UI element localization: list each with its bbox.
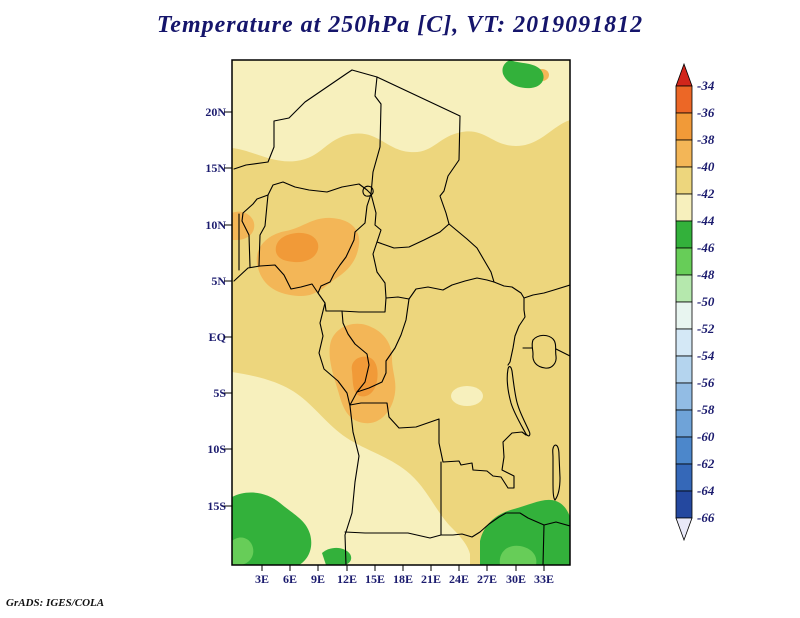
lake-chad [362, 185, 374, 197]
field-cold-light-southwest [232, 537, 254, 565]
border-chad-car [376, 223, 450, 249]
lake-malawi [552, 444, 561, 501]
colorbar-label: -52 [697, 321, 715, 336]
temperature-field [232, 60, 570, 565]
border-nigeria [258, 181, 372, 294]
lat-tick-label: 15S [207, 499, 226, 513]
lat-tick-label: 20N [205, 105, 226, 119]
lon-tick-label: 33E [534, 572, 554, 586]
colorbar-segment [675, 490, 693, 519]
lon-tick-label: 27E [477, 572, 497, 586]
colorbar-top-arrow [675, 62, 693, 87]
lon-tick-label: 18E [393, 572, 413, 586]
lon-tick-label: 6E [283, 572, 297, 586]
colorbar-segment [675, 328, 693, 357]
border-gabon-congo [341, 310, 370, 393]
colorbar-segment [675, 139, 693, 168]
lat-tick-label: 5N [211, 274, 226, 288]
country-borders [233, 69, 570, 565]
lon-tick-label: 9E [311, 572, 325, 586]
lon-axis-labels: 3E 6E 9E 12E 15E 18E 21E 24E 27E 30E 33E [255, 565, 554, 586]
colorbar-segment [675, 247, 693, 276]
lake-tanganyika [506, 366, 531, 437]
colorbar-label: -44 [697, 213, 715, 228]
colorbar-segment [675, 85, 693, 114]
colorbar-segment [675, 355, 693, 384]
colorbar-label: -42 [697, 186, 715, 201]
lon-tick-label: 12E [337, 572, 357, 586]
field-pale-north-band [232, 60, 570, 162]
field-cold-spot-bottom [322, 547, 352, 565]
colorbar-label: -40 [697, 159, 715, 174]
colorbar-segment [675, 220, 693, 249]
colorbar-segment [675, 274, 693, 303]
colorbar-label: -56 [697, 375, 715, 390]
lon-tick-label: 21E [421, 572, 441, 586]
field-pale-spot-central [451, 386, 483, 406]
colorbar-segment [675, 409, 693, 438]
colorbar-label: -58 [697, 402, 715, 417]
lat-tick-label: 5S [213, 386, 226, 400]
field-cold-southeast [480, 499, 570, 565]
colorbar-segment [675, 112, 693, 141]
colorbar-label: -48 [697, 267, 715, 282]
colorbar-label: -54 [697, 348, 715, 363]
lat-tick-label: EQ [209, 330, 226, 344]
border-mozambique [542, 524, 545, 565]
colorbar-segment [675, 166, 693, 195]
lon-tick-label: 24E [449, 572, 469, 586]
grads-credit: GrADS: IGES/COLA [6, 597, 105, 609]
border-angola-namibia-zambezi [344, 512, 570, 539]
border-car-drc [385, 277, 495, 300]
border-drc-south [349, 402, 527, 489]
field-warm-west-edge [232, 211, 255, 240]
lat-axis-labels: 20N 15N 10N 5N EQ 5S 10S 15S [205, 105, 232, 513]
colorbar-segment [675, 463, 693, 492]
border-kenya-tanzania [555, 348, 570, 357]
coastline-atlantic [233, 264, 360, 565]
colorbar-label: -46 [697, 240, 715, 255]
colorbar-bottom-arrow [675, 517, 693, 542]
field-warm-core-nigeria [275, 232, 319, 263]
border-niger-northwest [233, 69, 353, 170]
lon-tick-label: 30E [506, 572, 526, 586]
colorbar-label: -50 [697, 294, 715, 309]
border-cameroon [324, 193, 387, 313]
colorbar-label: -34 [697, 78, 715, 93]
colorbar: -34 -36 -38 -40 -42 -44 -46 -48 -50 -52 -54 -56 -58 -… [675, 62, 715, 542]
colorbar-label: -38 [697, 132, 715, 147]
field-cold-light-southeast [499, 545, 537, 565]
colorbar-label: -60 [697, 429, 715, 444]
border-uganda-west [507, 297, 526, 366]
lon-tick-label: 3E [255, 572, 269, 586]
colorbar-label: -36 [697, 105, 715, 120]
border-congo-drc [349, 298, 410, 406]
border-togo-benin [241, 194, 269, 268]
colorbar-label: -62 [697, 456, 715, 471]
colorbar-segment [675, 382, 693, 411]
lat-tick-label: 10N [205, 218, 226, 232]
colorbar-segment [675, 301, 693, 330]
plot-title: Temperature at 250hPa [C], VT: 201909181… [156, 12, 644, 38]
lon-tick-label: 15E [365, 572, 385, 586]
lat-tick-label: 15N [205, 161, 226, 175]
colorbar-label: -64 [697, 483, 715, 498]
border-chad-west [370, 76, 382, 195]
colorbar-segment [675, 193, 693, 222]
field-cold-north-edge [502, 60, 544, 89]
colorbar-segment [675, 436, 693, 465]
lake-victoria [531, 334, 557, 369]
lat-tick-label: 10S [207, 442, 226, 456]
colorbar-label: -66 [697, 510, 715, 525]
map-frame [231, 59, 571, 566]
